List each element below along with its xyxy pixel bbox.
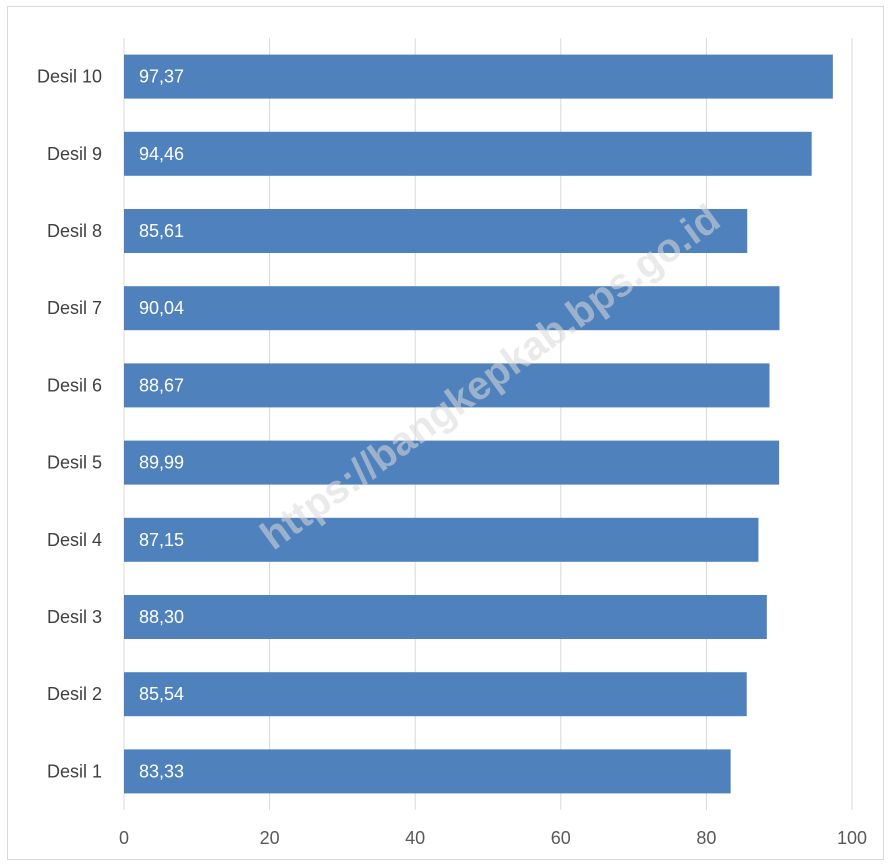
x-tick-label: 80	[696, 828, 716, 848]
category-label: Desil 4	[47, 530, 102, 550]
x-tick-label: 0	[119, 828, 129, 848]
x-tick-label: 20	[260, 828, 280, 848]
x-tick-label: 60	[551, 828, 571, 848]
category-label: Desil 2	[47, 684, 102, 704]
data-label: 85,61	[139, 221, 184, 241]
category-label: Desil 10	[37, 67, 102, 87]
category-label: Desil 3	[47, 607, 102, 627]
bar	[124, 672, 747, 717]
data-label: 88,67	[139, 375, 184, 395]
data-label: 85,54	[139, 684, 184, 704]
bar	[124, 363, 770, 408]
bar	[124, 286, 780, 331]
x-tick-label: 40	[405, 828, 425, 848]
bar	[124, 131, 812, 176]
category-label: Desil 1	[47, 761, 102, 781]
category-label: Desil 5	[47, 453, 102, 473]
data-label: 94,46	[139, 144, 184, 164]
category-label: Desil 7	[47, 298, 102, 318]
x-tick-label: 100	[837, 828, 867, 848]
category-label: Desil 9	[47, 144, 102, 164]
bar	[124, 208, 748, 254]
bar	[124, 440, 780, 485]
bar	[124, 54, 833, 99]
category-label: Desil 6	[47, 375, 102, 395]
bar	[124, 517, 759, 562]
data-label: 88,30	[139, 607, 184, 627]
bar	[124, 594, 767, 640]
data-label: 89,99	[139, 453, 184, 473]
labels: 0 20 40 60 80 100 Desil 10 97,37 Desil 9 94,46 Des…	[37, 67, 867, 848]
data-label: 87,15	[139, 530, 184, 550]
bars	[124, 54, 833, 794]
data-label: 83,33	[139, 761, 184, 781]
data-label: 90,04	[139, 298, 184, 318]
bar	[124, 749, 731, 794]
category-label: Desil 8	[47, 221, 102, 241]
data-label: 97,37	[139, 67, 184, 87]
